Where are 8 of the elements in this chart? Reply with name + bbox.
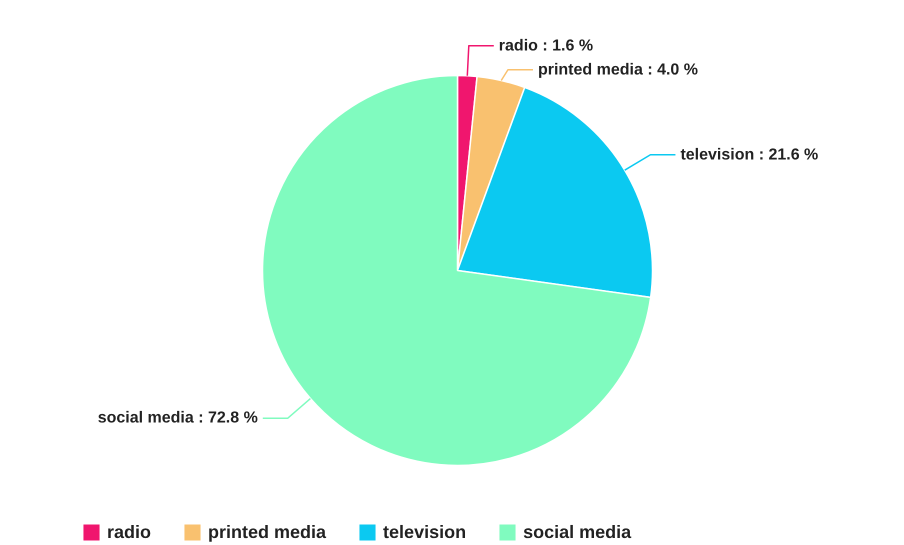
data-label: social media : 72.8 % (98, 410, 258, 427)
data-label: television : 21.6 % (680, 146, 818, 164)
legend-label: radio (107, 522, 152, 542)
legend-label: social media (523, 522, 632, 542)
legend-label: printed media (208, 522, 326, 542)
data-label: radio : 1.6 % (498, 37, 594, 54)
legend-label: television (383, 522, 466, 542)
data-label: printed media : 4.0 % (538, 61, 698, 78)
